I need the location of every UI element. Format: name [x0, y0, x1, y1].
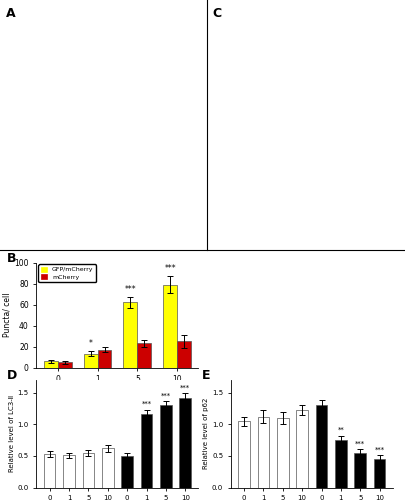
Bar: [160, 406, 172, 487]
Bar: [102, 448, 113, 488]
Bar: [238, 421, 250, 488]
Bar: [316, 406, 327, 487]
Bar: [44, 361, 58, 368]
Y-axis label: Relative level of p62: Relative level of p62: [203, 398, 209, 469]
Text: ***: ***: [161, 392, 171, 398]
Text: Curcumin (μmol/L): Curcumin (μmol/L): [85, 408, 150, 414]
Text: ***: ***: [355, 440, 365, 446]
Bar: [141, 414, 152, 488]
Bar: [124, 302, 137, 368]
Text: C: C: [213, 8, 222, 20]
Text: ***: ***: [125, 285, 136, 294]
Y-axis label: Relative level of LC3-Ⅱ: Relative level of LC3-Ⅱ: [9, 395, 15, 472]
Bar: [374, 459, 386, 488]
Text: ***: ***: [141, 401, 151, 407]
Bar: [98, 350, 111, 368]
Bar: [354, 452, 366, 488]
Text: ***: ***: [164, 264, 176, 273]
Bar: [179, 398, 191, 488]
Text: A: A: [6, 8, 16, 20]
Text: ***: ***: [180, 385, 190, 391]
Text: *: *: [89, 339, 92, 348]
Legend: GFP/mCherry, mCherry: GFP/mCherry, mCherry: [38, 264, 96, 282]
Bar: [83, 354, 98, 368]
Bar: [63, 455, 75, 488]
Bar: [58, 362, 72, 368]
Text: ***: ***: [375, 446, 385, 452]
Y-axis label: Puncta/ cell: Puncta/ cell: [2, 292, 11, 337]
Bar: [137, 344, 151, 367]
Text: H₂O₂ 200 μmol/L: H₂O₂ 200 μmol/L: [88, 390, 147, 396]
Bar: [122, 456, 133, 488]
Bar: [258, 416, 269, 488]
Text: D: D: [7, 369, 17, 382]
Text: E: E: [202, 369, 210, 382]
Bar: [296, 410, 308, 488]
Text: B: B: [7, 252, 17, 265]
Text: **: **: [337, 427, 344, 433]
Bar: [83, 452, 94, 488]
Bar: [177, 341, 191, 367]
Bar: [277, 418, 289, 488]
Bar: [163, 284, 177, 368]
Bar: [44, 454, 55, 488]
Bar: [335, 440, 347, 488]
